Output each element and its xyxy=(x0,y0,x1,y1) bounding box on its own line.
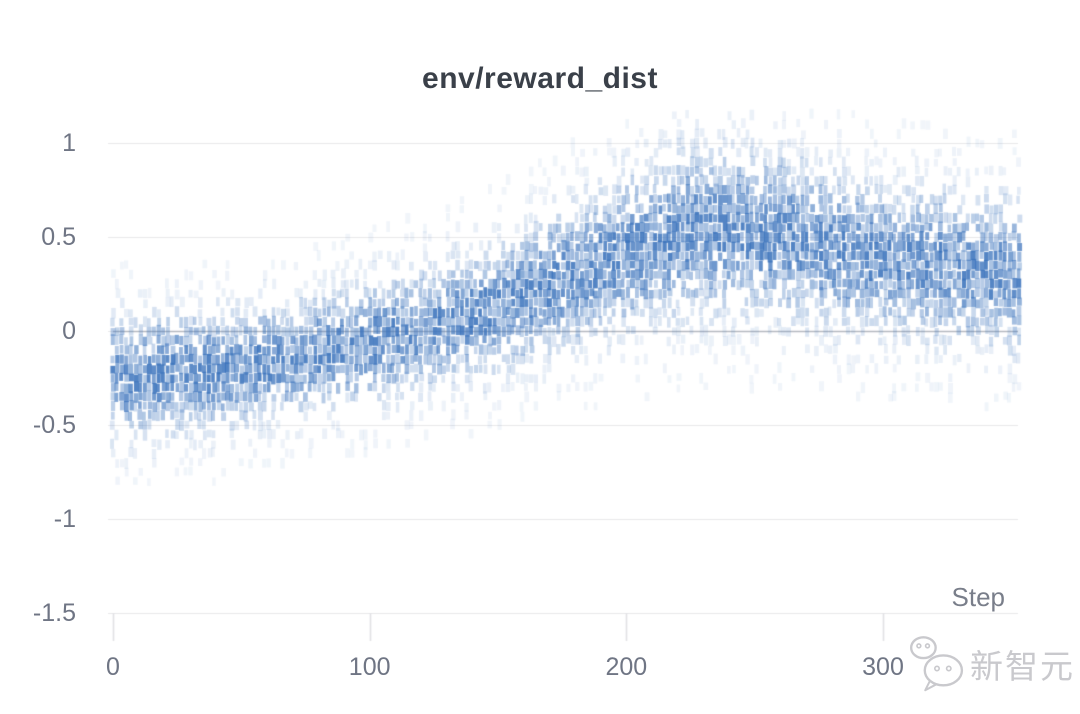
y-tick-label: -1 xyxy=(53,505,76,533)
y-tick-label: 1 xyxy=(62,129,76,157)
x-axis-title: Step xyxy=(951,582,1006,612)
y-tick-label: -1.5 xyxy=(32,599,76,627)
wechat-icon xyxy=(909,636,964,692)
x-tick-label: 200 xyxy=(605,653,648,681)
x-tick-label: 300 xyxy=(862,653,904,681)
x-tick-label: 100 xyxy=(348,653,391,681)
chart-title: env/reward_dist xyxy=(422,62,658,95)
brand-name: 新智元 xyxy=(970,647,1075,686)
y-tick-label: 0.5 xyxy=(41,223,76,251)
x-tick-label: 0 xyxy=(106,653,120,681)
y-tick-label: -0.5 xyxy=(32,411,76,439)
brand-watermark: 新智元 xyxy=(908,634,1075,694)
y-tick-label: 0 xyxy=(62,317,76,345)
